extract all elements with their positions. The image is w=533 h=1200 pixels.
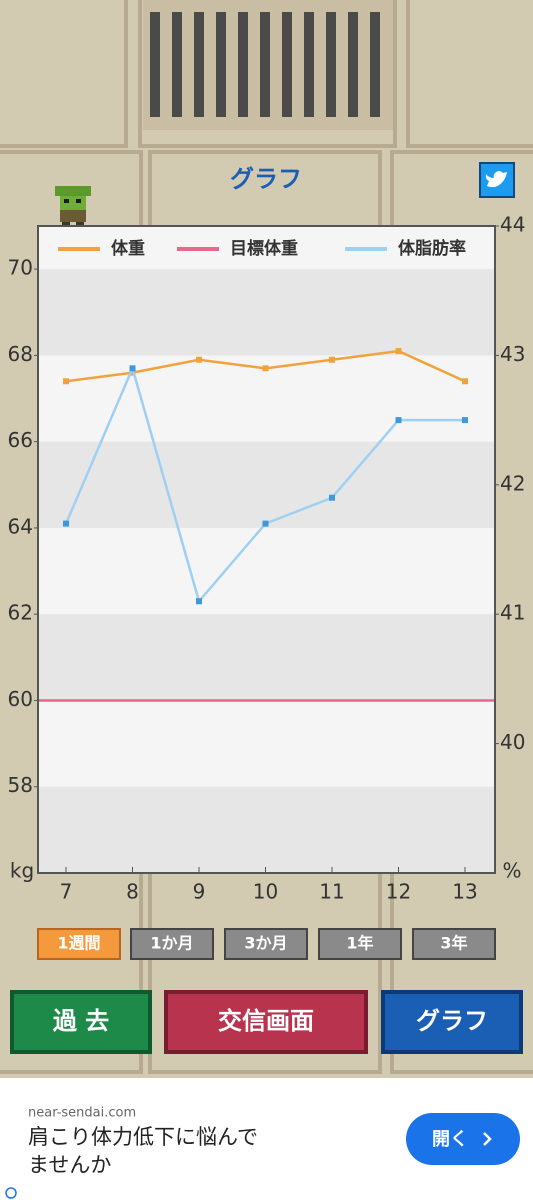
period-label: 3か月 [244,934,287,953]
ad-open-label: 開く [432,1129,468,1150]
period-label: 1か月 [150,934,193,953]
x-tick-label: 8 [126,880,139,904]
vent [150,12,380,117]
nav-label: 交信画面 [218,1007,314,1035]
point [196,598,202,605]
y2-tick-label: 43 [500,342,525,366]
nav-label: グラフ [416,1007,488,1035]
chevron [483,1132,492,1146]
x-tick-label: 12 [386,880,411,904]
ad-domain: near-sendai.com [28,1106,136,1121]
period-button[interactable] [318,928,402,960]
screen-title: グラフ [230,165,302,193]
y2-tick-label: 41 [500,601,525,625]
ad-info-icon[interactable] [5,1187,17,1199]
x-tick-label: 9 [193,880,206,904]
legend-label: 体脂肪率 [398,238,466,259]
y2-tick-label: 42 [500,471,525,495]
twitter-icon [485,171,507,188]
nav-button[interactable] [164,990,368,1054]
y2-axis-label: % [502,859,521,883]
y2-tick-label: 44 [500,213,525,237]
y-tick-label: 68 [8,342,33,366]
point [196,356,202,363]
period-label: 1年 [346,934,373,953]
y-tick-label: 70 [8,256,33,280]
y2-tick-label: 40 [500,730,525,754]
band [39,269,494,356]
period-label: 3年 [440,934,467,953]
nav-label: 過 去 [53,1007,109,1035]
point [329,494,335,501]
y-tick-label: 60 [8,687,33,711]
point [329,356,335,363]
y-axis-label: kg [10,859,34,883]
nav-button[interactable] [10,990,152,1054]
band [39,786,494,872]
legend-label: 目標体重 [230,238,298,259]
y-tick-label: 62 [8,601,33,625]
point [395,417,402,424]
point [462,417,468,424]
y-tick-label: 64 [8,514,33,538]
point [129,365,136,372]
ad-open-button[interactable] [406,1113,520,1165]
x-tick-label: 13 [452,880,477,904]
point [462,378,468,385]
y-tick-label: 66 [8,428,33,452]
period-label: 1週間 [57,934,100,953]
period-button[interactable] [130,928,214,960]
point [63,378,69,385]
point [395,348,402,355]
chart: 58 60 62 64 66 68 70 40 41 42 43 44 kg % 7 8 9 10 11 12 13 体重… [8,213,526,904]
ad-text: ませんか [28,1153,111,1177]
nav-button[interactable] [381,990,523,1054]
goblin-sprite [55,186,91,229]
x-tick-label: 10 [253,880,278,904]
legend-label: 体重 [111,238,145,259]
point [262,365,269,372]
y-tick-label: 58 [8,773,33,797]
band [39,441,494,528]
x-tick-label: 11 [319,880,344,904]
ad-text: 肩こり体力低下に悩んで [28,1125,258,1149]
period-button[interactable] [224,928,308,960]
period-button[interactable] [412,928,496,960]
x-tick-label: 7 [60,880,73,904]
point [63,520,69,527]
band [39,614,494,701]
period-button[interactable] [37,928,121,960]
point [262,520,269,527]
